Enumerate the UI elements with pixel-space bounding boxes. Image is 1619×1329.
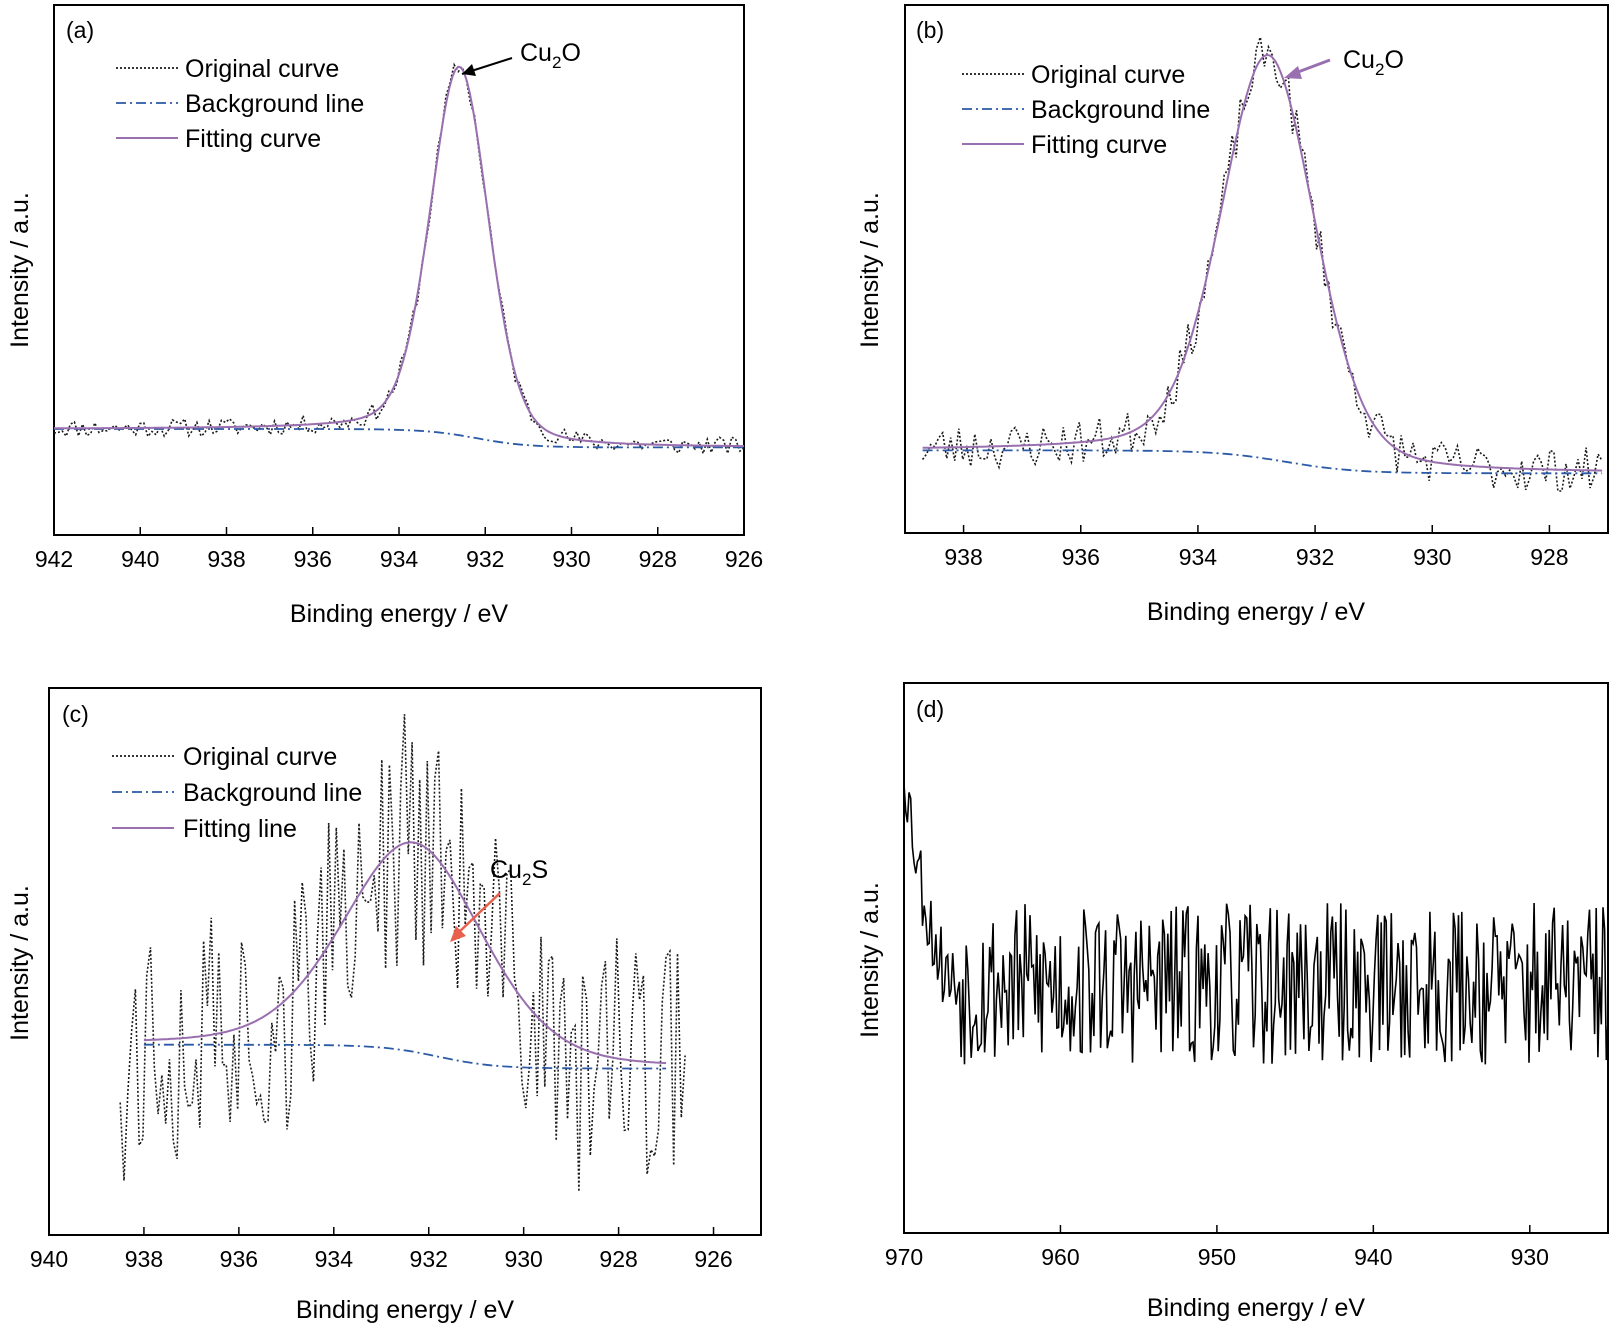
x-tick-label: 928 xyxy=(599,1246,637,1272)
x-tick-label: 936 xyxy=(1062,544,1100,570)
annotation-arrowhead xyxy=(462,64,476,76)
data-traces xyxy=(903,784,1609,1065)
x-tick-label: 932 xyxy=(466,546,504,572)
x-tick-label: 938 xyxy=(207,546,245,572)
x-tick-label: 970 xyxy=(885,1244,923,1270)
x-tick-label: 932 xyxy=(410,1246,448,1272)
annotation-label: Cu2O xyxy=(520,39,581,72)
x-tick-label: 926 xyxy=(725,546,763,572)
series-fitting-curve xyxy=(54,65,744,448)
series-original-curve xyxy=(921,36,1603,492)
panel-a: (a) 942 940 938 936 934 932 930 928 926 Binding … xyxy=(6,4,763,628)
panel-label: (b) xyxy=(916,17,944,43)
legend: Original curve Background line Fitting c… xyxy=(962,61,1210,159)
x-tick-label: 940 xyxy=(30,1246,68,1272)
annotation-label: Cu2O xyxy=(1343,46,1404,79)
x-tick-label: 934 xyxy=(315,1246,354,1272)
x-tick-label: 930 xyxy=(504,1246,542,1272)
x-ticks: 938 936 934 932 930 928 xyxy=(944,525,1569,570)
x-tick-label: 926 xyxy=(694,1246,732,1272)
y-axis-title: Intensity / a.u. xyxy=(856,192,884,348)
panel-b: (b) 938 936 934 932 930 928 Binding energy / … xyxy=(856,4,1609,626)
annotation-label: Cu2S xyxy=(490,856,548,889)
x-ticks: 942 940 938 936 934 932 930 928 926 xyxy=(35,527,763,572)
legend-label-background: Background line xyxy=(1031,96,1210,124)
x-tick-label: 940 xyxy=(1354,1244,1392,1270)
x-axis-title: Binding energy / eV xyxy=(296,1296,515,1324)
series-background-line xyxy=(922,449,1603,475)
legend: Original curve Background line Fitting c… xyxy=(116,55,364,153)
legend-label-background: Background line xyxy=(183,779,362,807)
x-tick-label: 928 xyxy=(1530,544,1568,570)
legend-label-original: Original curve xyxy=(1031,61,1185,89)
x-tick-label: 950 xyxy=(1198,1244,1236,1270)
legend-label-fitting: Fitting curve xyxy=(185,125,321,153)
plot-frame xyxy=(48,687,762,1236)
peak-annotation: Cu2S xyxy=(450,856,548,942)
panel-c: (c) 940 938 936 934 932 930 928 926 Binding ene… xyxy=(6,687,762,1324)
panel-label: (d) xyxy=(916,696,944,722)
x-tick-label: 936 xyxy=(294,546,332,572)
annotation-arrow xyxy=(456,892,501,935)
annotation-arrowhead xyxy=(450,926,466,942)
x-ticks: 970 960 950 940 930 xyxy=(885,1225,1549,1270)
data-traces xyxy=(53,62,745,457)
x-tick-label: 928 xyxy=(639,546,677,572)
data-traces xyxy=(119,714,686,1192)
legend: Original curve Background line Fitting l… xyxy=(112,743,362,843)
peak-annotation: Cu2O xyxy=(461,39,581,76)
series-background-line xyxy=(54,428,744,449)
x-tick-label: 942 xyxy=(35,546,73,572)
series-original-curve xyxy=(53,62,745,457)
x-axis-title: Binding energy / eV xyxy=(1147,598,1366,626)
x-tick-label: 938 xyxy=(125,1246,163,1272)
plot-frame xyxy=(53,4,745,536)
y-axis-title: Intensity / a.u. xyxy=(6,885,34,1041)
x-axis-title: Binding energy / eV xyxy=(290,600,509,628)
series-original-curve xyxy=(119,714,686,1192)
panel-d: (d) 970 960 950 940 930 Binding energy / eV … xyxy=(856,682,1609,1322)
legend-label-original: Original curve xyxy=(185,55,339,83)
x-tick-label: 932 xyxy=(1296,544,1334,570)
peak-annotation: Cu2O xyxy=(1284,46,1404,79)
series-fitting-curve xyxy=(922,53,1603,472)
x-tick-label: 930 xyxy=(552,546,590,572)
x-tick-label: 940 xyxy=(121,546,159,572)
y-axis-title: Intensity / a.u. xyxy=(856,882,884,1038)
x-ticks: 940 938 936 934 932 930 928 926 xyxy=(30,1227,733,1272)
annotation-arrowhead xyxy=(1284,66,1302,79)
series-background-line xyxy=(143,1043,667,1070)
x-tick-label: 938 xyxy=(944,544,982,570)
series-fitting-curve xyxy=(143,841,667,1065)
x-tick-label: 934 xyxy=(1179,544,1218,570)
legend-label-fitting: Fitting line xyxy=(183,815,297,843)
x-tick-label: 930 xyxy=(1413,544,1451,570)
x-tick-label: 930 xyxy=(1511,1244,1549,1270)
legend-label-background: Background line xyxy=(185,90,364,118)
panel-label: (c) xyxy=(62,701,89,727)
x-tick-label: 960 xyxy=(1041,1244,1079,1270)
panel-label: (a) xyxy=(66,17,94,43)
x-tick-label: 934 xyxy=(380,546,419,572)
legend-label-original: Original curve xyxy=(183,743,337,771)
y-axis-title: Intensity / a.u. xyxy=(6,192,34,348)
legend-label-fitting: Fitting curve xyxy=(1031,131,1167,159)
series-survey-trace xyxy=(903,784,1609,1065)
data-traces xyxy=(921,36,1603,492)
plot-frame xyxy=(903,682,1609,1234)
plot-frame xyxy=(904,4,1609,534)
x-axis-title: Binding energy / eV xyxy=(1147,1294,1366,1322)
x-tick-label: 936 xyxy=(220,1246,258,1272)
